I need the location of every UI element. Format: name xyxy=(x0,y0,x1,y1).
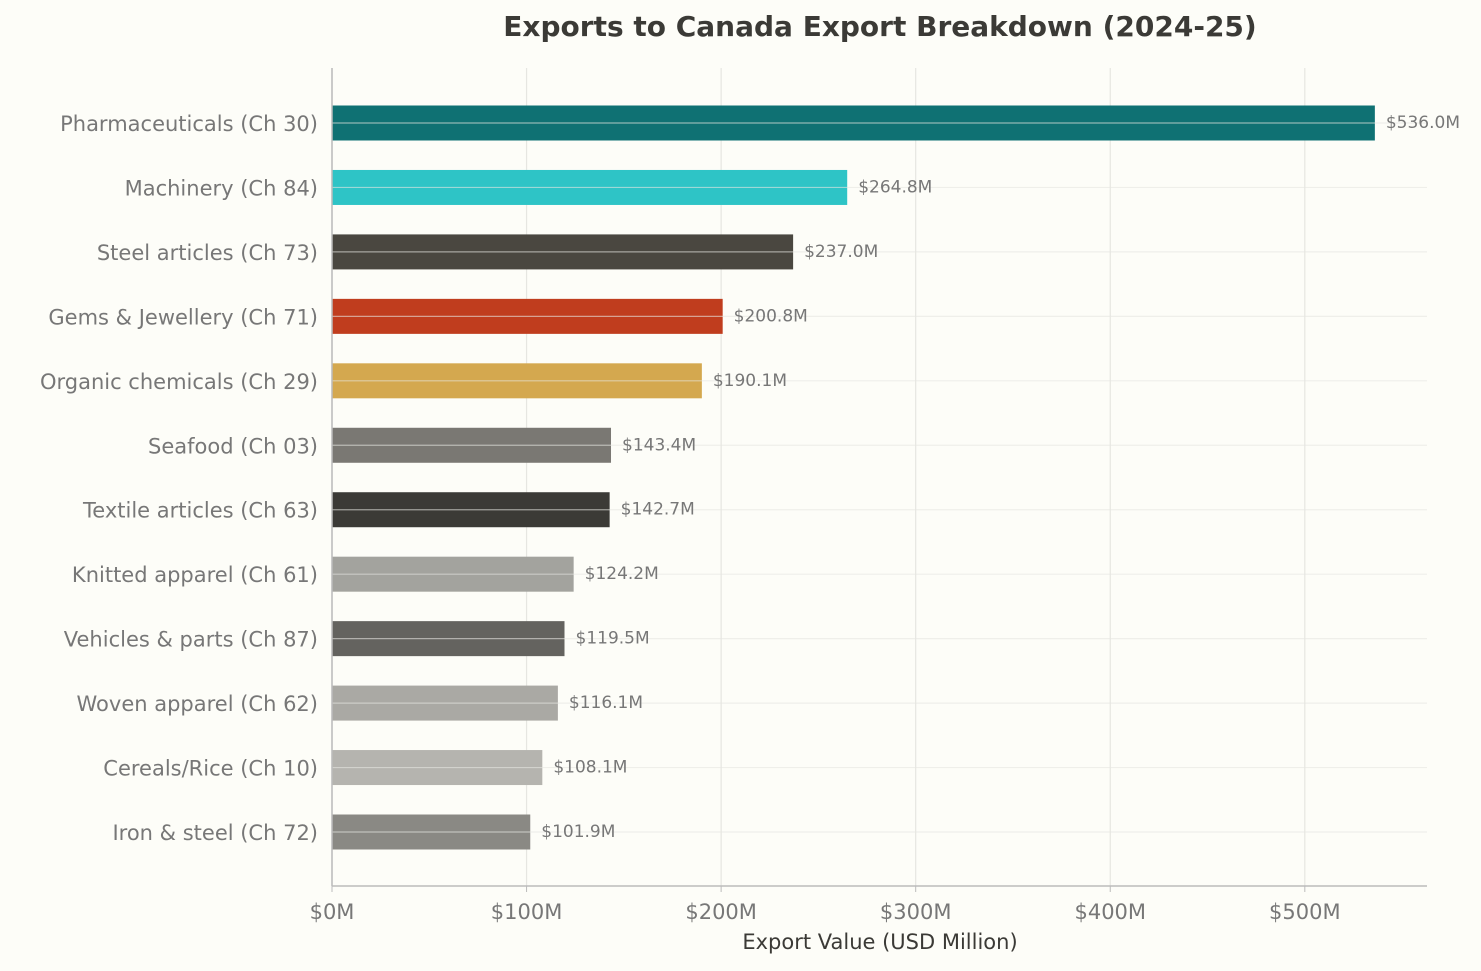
x-tick-label: $200M xyxy=(685,900,757,924)
value-label: $108.1M xyxy=(553,758,627,778)
chart-title: Exports to Canada Export Breakdown (2024… xyxy=(503,10,1256,43)
value-label: $190.1M xyxy=(713,371,787,391)
y-tick-label: Gems & Jewellery (Ch 71) xyxy=(48,305,318,329)
y-tick-label: Seafood (Ch 03) xyxy=(148,434,318,458)
x-tick-label: $500M xyxy=(1269,900,1341,924)
x-tick-label: $400M xyxy=(1074,900,1146,924)
y-tick-label: Pharmaceuticals (Ch 30) xyxy=(60,112,318,136)
y-tick-label: Woven apparel (Ch 62) xyxy=(77,692,318,716)
value-label: $116.1M xyxy=(569,693,643,713)
y-tick-label: Steel articles (Ch 73) xyxy=(97,241,318,265)
y-tick-label: Knitted apparel (Ch 61) xyxy=(72,563,318,587)
x-tick-label: $0M xyxy=(310,900,355,924)
value-label: $264.8M xyxy=(858,177,932,197)
value-label: $143.4M xyxy=(622,435,696,455)
x-tick-label: $100M xyxy=(491,900,563,924)
y-tick-label: Organic chemicals (Ch 29) xyxy=(40,370,318,394)
value-label: $237.0M xyxy=(804,242,878,262)
value-label: $142.7M xyxy=(621,500,695,520)
y-tick-label: Textile articles (Ch 63) xyxy=(82,499,318,523)
y-tick-label: Iron & steel (Ch 72) xyxy=(112,821,318,845)
value-label: $200.8M xyxy=(734,306,808,326)
y-tick-label: Cereals/Rice (Ch 10) xyxy=(103,757,318,781)
x-tick-label: $300M xyxy=(880,900,952,924)
value-label: $536.0M xyxy=(1386,113,1460,133)
x-axis-label: Export Value (USD Million) xyxy=(742,930,1017,954)
value-label: $119.5M xyxy=(576,629,650,649)
y-tick-label: Vehicles & parts (Ch 87) xyxy=(64,628,318,652)
value-label: $101.9M xyxy=(541,822,615,842)
value-label: $124.2M xyxy=(585,564,659,584)
y-tick-label: Machinery (Ch 84) xyxy=(125,176,318,200)
